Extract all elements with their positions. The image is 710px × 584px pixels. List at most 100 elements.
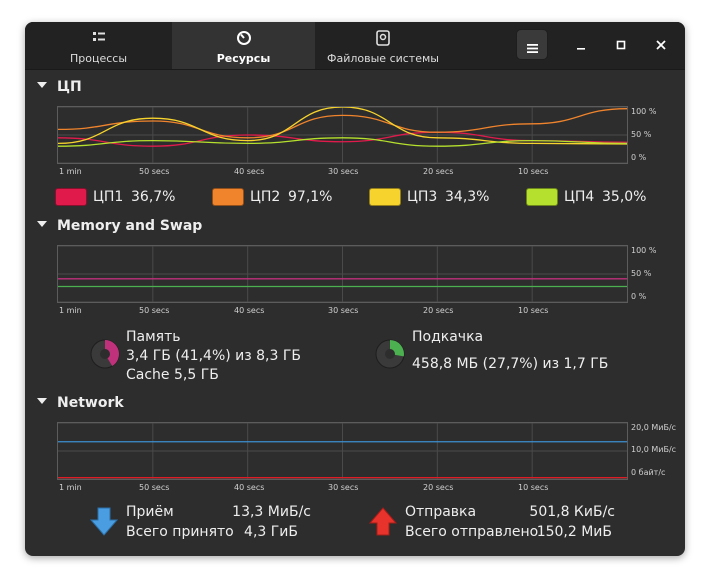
cpu-section-header[interactable]: ЦП: [37, 79, 82, 95]
system-monitor-window: Процессы Ресурсы Файловые системы: [25, 22, 685, 556]
network-x-label: 20 secs: [423, 483, 454, 492]
network-y-label-zero: 0 байт/с: [631, 468, 666, 477]
cpu3-value: 34,3%: [445, 189, 490, 205]
tab-file-systems[interactable]: Файловые системы: [315, 22, 451, 69]
cpu-y-label-50: 50 %: [631, 130, 652, 139]
network-x-label: 1 min: [59, 483, 82, 492]
tab-resources[interactable]: Ресурсы: [172, 22, 315, 69]
cpu-x-label: 20 secs: [423, 167, 454, 176]
list-icon: [92, 30, 106, 47]
memory-usage: 3,4 ГБ (41,4%) из 8,3 ГБ: [126, 348, 302, 364]
memory-x-label: 50 secs: [139, 306, 170, 315]
net-graph-svg: [58, 423, 627, 479]
total-sent: 150,2 МиБ: [536, 524, 612, 540]
pie-hole: [100, 349, 110, 359]
receive-rate: 13,3 МиБ/с: [232, 504, 311, 520]
send-label: Отправка: [405, 504, 477, 520]
memory-y-label-50: 50 %: [631, 269, 652, 278]
cpu1-value: 36,7%: [131, 189, 176, 205]
hamburger-icon: [527, 39, 538, 58]
gauge-icon: [236, 30, 252, 49]
cpu4-color-button[interactable]: [526, 188, 558, 206]
cpu4-legend: ЦП4 35,0%: [526, 188, 676, 208]
cpu2-legend: ЦП2 97,1%: [212, 188, 362, 208]
cpu-x-label: 30 secs: [328, 167, 359, 176]
series-line-ЦП3: [58, 107, 627, 145]
download-arrow-icon: [89, 507, 119, 541]
cpu1-name: ЦП1: [93, 189, 124, 205]
collapse-triangle-icon: [37, 82, 47, 88]
memory-y-label-0: 0 %: [631, 292, 647, 301]
network-x-label: 40 secs: [234, 483, 265, 492]
cpu-x-label: 40 secs: [234, 167, 265, 176]
tab-resources-label: Ресурсы: [216, 52, 271, 65]
cpu4-value: 35,0%: [602, 189, 647, 205]
tab-processes-label: Процессы: [69, 52, 128, 65]
maximize-icon: [610, 40, 632, 60]
cpu-x-label: 50 secs: [139, 167, 170, 176]
cpu-y-label-100: 100 %: [631, 107, 657, 116]
series-line-ЦП2: [58, 108, 627, 139]
total-received-label: Всего принято: [126, 524, 234, 540]
minimize-icon: [570, 41, 592, 60]
cpu-section-title: ЦП: [57, 79, 82, 95]
swap-pie-button[interactable]: [375, 339, 405, 369]
network-y-label-top: 20,0 МиБ/с: [631, 423, 677, 432]
memory-x-label: 10 secs: [518, 306, 549, 315]
cpu3-legend: ЦП3 34,3%: [369, 188, 519, 208]
minimize-button[interactable]: [570, 34, 592, 56]
memory-pie: [90, 339, 120, 369]
swap-label: Подкачка: [412, 329, 484, 345]
mem-graph-svg: [58, 246, 627, 302]
swap-pie: [375, 339, 405, 369]
cpu1-legend: ЦП1 36,7%: [55, 188, 205, 208]
memory-y-label-100: 100 %: [631, 246, 657, 255]
cpu1-color-button[interactable]: [55, 188, 87, 206]
tab-processes[interactable]: Процессы: [25, 22, 172, 69]
memory-x-label: 20 secs: [423, 306, 454, 315]
network-x-label: 10 secs: [518, 483, 549, 492]
cpu3-color-button[interactable]: [369, 188, 401, 206]
total-sent-label: Всего отправлено: [405, 524, 539, 540]
close-button[interactable]: [650, 34, 672, 56]
memory-label: Память: [126, 329, 181, 345]
collapse-triangle-icon: [37, 221, 47, 227]
send-rate: 501,8 КиБ/с: [529, 504, 615, 520]
menu-button[interactable]: [516, 29, 548, 60]
network-x-label: 30 secs: [328, 483, 359, 492]
upload-arrow-icon: [368, 507, 398, 541]
receive-label: Приём: [126, 504, 174, 520]
network-x-label: 50 secs: [139, 483, 170, 492]
memory-section-title: Memory and Swap: [57, 218, 203, 234]
maximize-button[interactable]: [610, 34, 632, 56]
memory-pie-button[interactable]: [90, 339, 120, 369]
disk-icon: [376, 30, 390, 49]
cpu-y-label-0: 0 %: [631, 153, 647, 162]
network-section-header[interactable]: Network: [37, 395, 124, 411]
pie-hole: [385, 349, 395, 359]
total-received: 4,3 ГиБ: [244, 524, 298, 540]
close-icon: [650, 40, 672, 60]
cpu-graph: [57, 106, 628, 164]
memory-section-header[interactable]: Memory and Swap: [37, 218, 202, 234]
memory-x-label: 30 secs: [328, 306, 359, 315]
cpu2-color-button[interactable]: [212, 188, 244, 206]
cpu-x-label: 10 secs: [518, 167, 549, 176]
cpu3-name: ЦП3: [407, 189, 438, 205]
memory-graph: [57, 245, 628, 303]
swap-usage: 458,8 МБ (27,7%) из 1,7 ГБ: [412, 356, 609, 372]
memory-x-label: 40 secs: [234, 306, 265, 315]
memory-cache: Cache 5,5 ГБ: [126, 367, 219, 383]
network-graph: [57, 422, 628, 480]
cpu2-name: ЦП2: [250, 189, 281, 205]
cpu-graph-svg: [58, 107, 627, 163]
collapse-triangle-icon: [37, 398, 47, 404]
pie-slice: [105, 340, 120, 367]
cpu-x-label: 1 min: [59, 167, 82, 176]
cpu2-value: 97,1%: [288, 189, 333, 205]
network-section-title: Network: [57, 395, 124, 411]
network-y-label-mid: 10,0 МиБ/с: [631, 445, 677, 454]
cpu4-name: ЦП4: [564, 189, 595, 205]
memory-x-label: 1 min: [59, 306, 82, 315]
tab-file-systems-label: Файловые системы: [327, 52, 439, 65]
